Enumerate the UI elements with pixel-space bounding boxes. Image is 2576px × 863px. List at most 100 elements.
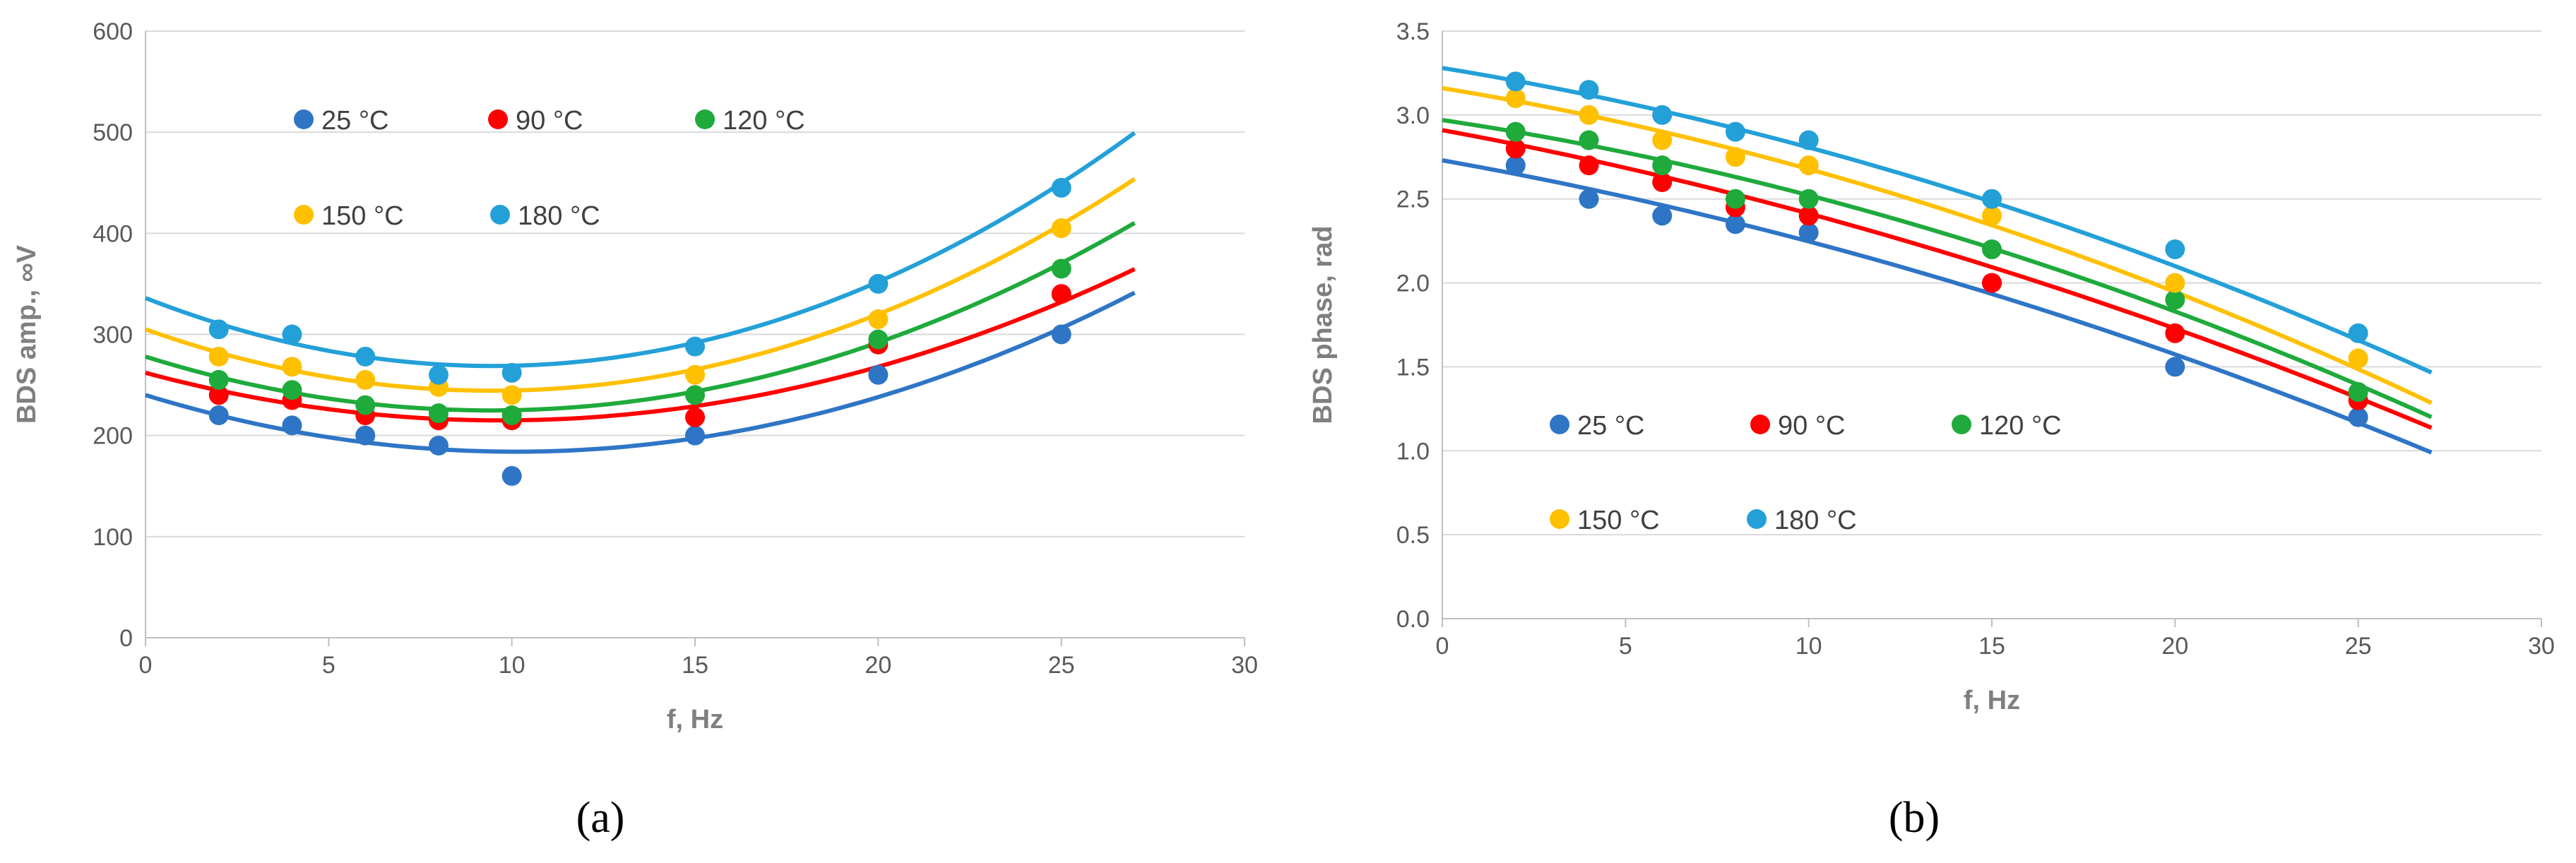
chart-b-data-point <box>1652 172 1673 192</box>
chart-a-data-point <box>1051 324 1072 345</box>
chart-a-y-axis-title: BDS amp., ∞V <box>12 244 42 424</box>
chart-b-x-tick-label: 0 <box>1436 633 1449 660</box>
chart-panel-b: 0.0 0.5 1.0 1.5 2.0 2.5 3.0 3.5 0 5 10 15 20 25 30 f, H… <box>1308 18 2555 842</box>
chart-a-x-tick-label: 0 <box>139 652 153 679</box>
chart-b-data-point <box>1652 155 1673 176</box>
chart-b-data-point <box>1579 155 1599 176</box>
chart-a-data-point <box>282 357 302 377</box>
chart-b-trend-line <box>1442 66 2433 375</box>
chart-a-data-point <box>208 346 229 367</box>
chart-b-y-tick-label: 2.5 <box>1396 186 1430 213</box>
chart-b-legend-label: 120 °C <box>1979 411 2062 441</box>
chart-b-y-tick-label: 3.5 <box>1396 18 1430 45</box>
chart-b-legend-label: 150 °C <box>1577 506 1660 535</box>
chart-a-data-point <box>282 324 302 345</box>
chart-b-data-point <box>2165 273 2185 293</box>
chart-b-trend-line <box>1442 85 2433 405</box>
chart-b-legend-marker <box>1952 415 1971 434</box>
chart-b-x-tick-label: 10 <box>1796 633 1822 660</box>
chart-a-legend-marker <box>695 109 715 129</box>
chart-a-data-point <box>1051 258 1072 279</box>
chart-b-data-point <box>2348 348 2368 369</box>
chart-a-y-tick-label: 100 <box>93 524 133 551</box>
chart-b-data-point <box>1505 121 1526 142</box>
chart-b-data-point <box>2348 407 2368 427</box>
chart-a-data-point <box>355 369 376 390</box>
chart-b-data-point <box>1579 130 1599 150</box>
chart-a-trend-line <box>145 267 1136 423</box>
chart-b-data-point <box>1798 155 1819 176</box>
chart-b-legend-marker <box>1550 415 1569 434</box>
chart-b-trend-line <box>1442 158 2433 455</box>
chart-a-data-point <box>208 405 229 426</box>
chart-a-data-point <box>868 364 889 385</box>
chart-a-data-point <box>685 336 705 357</box>
chart-b-x-tick-label: 30 <box>2528 633 2555 660</box>
chart-a-data-point <box>501 385 522 405</box>
chart-a-data-point <box>685 425 705 446</box>
chart-a-y-tick-label: 400 <box>93 220 133 247</box>
chart-b-data-point <box>1652 130 1673 150</box>
chart-a-legend-marker <box>490 205 510 225</box>
chart-b-trend-line <box>1442 128 2433 430</box>
chart-a-y-tick-label: 0 <box>119 625 133 652</box>
chart-a-y-tick-label: 500 <box>93 119 133 146</box>
chart-b-data-point <box>1579 189 1599 209</box>
chart-b-legend-marker <box>1550 509 1569 529</box>
chart-a-data-point <box>501 362 522 383</box>
chart-a-trend-line <box>145 177 1136 393</box>
chart-a-x-tick-label: 30 <box>1231 652 1258 679</box>
chart-b-data-point <box>1798 206 1819 226</box>
chart-a-legend-marker <box>294 205 314 225</box>
chart-a-data-point <box>868 309 889 330</box>
chart-b-x-tick-label: 25 <box>2345 633 2372 660</box>
chart-a-legend-label: 120 °C <box>723 106 805 136</box>
chart-b-y-tick-label: 0.5 <box>1396 522 1430 549</box>
chart-a-data-point <box>208 319 229 340</box>
chart-a-y-tick-label: 300 <box>93 322 133 349</box>
chart-b-y-tick-label: 1.0 <box>1396 438 1430 465</box>
chart-b-legend-label: 25 °C <box>1577 411 1644 441</box>
chart-b-data-point <box>2348 323 2368 343</box>
chart-a-legend-label: 25 °C <box>321 106 388 136</box>
chart-b-x-axis-title: f, Hz <box>1964 686 2020 715</box>
chart-b-data-point <box>1652 105 1673 125</box>
chart-b-y-axis-title: BDS phase, rad <box>1308 226 1338 424</box>
chart-b-legend-marker <box>1747 509 1767 529</box>
chart-b-data-point <box>1725 147 1745 167</box>
chart-b-data-point <box>1579 80 1599 100</box>
chart-a-x-tick-label: 10 <box>499 652 526 679</box>
chart-a-data-point <box>685 385 705 405</box>
chart-a-legend-marker <box>294 109 314 129</box>
chart-b-data-point <box>2165 357 2185 377</box>
chart-b-legend-label: 90 °C <box>1778 411 1845 441</box>
chart-panel-a: 0 100 200 300 400 500 600 0 5 10 15 20 25 30 f, Hz BDS … <box>12 18 1258 842</box>
chart-b-data-point <box>1505 88 1526 109</box>
chart-b-data-point <box>1725 121 1745 142</box>
chart-b-data-point <box>1982 189 2002 209</box>
chart-a-panel-label: (a) <box>576 794 625 842</box>
chart-a-legend-label: 150 °C <box>321 201 404 231</box>
chart-b-data-point <box>2165 239 2185 260</box>
chart-a-x-tick-label: 20 <box>865 652 891 679</box>
chart-a-data-point <box>868 329 889 350</box>
chart-b-panel-label: (b) <box>1889 794 1940 842</box>
chart-b-data-point <box>1798 189 1819 209</box>
chart-a-data-point <box>428 403 449 424</box>
chart-a-data-point <box>685 364 705 385</box>
chart-b-legend-marker <box>1750 415 1770 434</box>
chart-a-data-point <box>501 405 522 426</box>
chart-b-data-point <box>1725 214 1745 234</box>
chart-b-data-point <box>2165 290 2185 310</box>
chart-a-legend-label: 180 °C <box>518 201 600 231</box>
chart-a-x-axis-title: f, Hz <box>667 705 723 734</box>
chart-a-legend-label: 90 °C <box>516 106 583 136</box>
chart-a-data-point <box>208 385 229 405</box>
chart-b-data-point <box>1652 206 1673 226</box>
chart-a-trend-line <box>145 290 1136 454</box>
chart-b-data-point <box>1725 189 1745 209</box>
chart-a-trend-line <box>145 221 1136 413</box>
chart-a-data-point <box>355 425 376 446</box>
chart-b-data-point <box>1982 273 2002 293</box>
